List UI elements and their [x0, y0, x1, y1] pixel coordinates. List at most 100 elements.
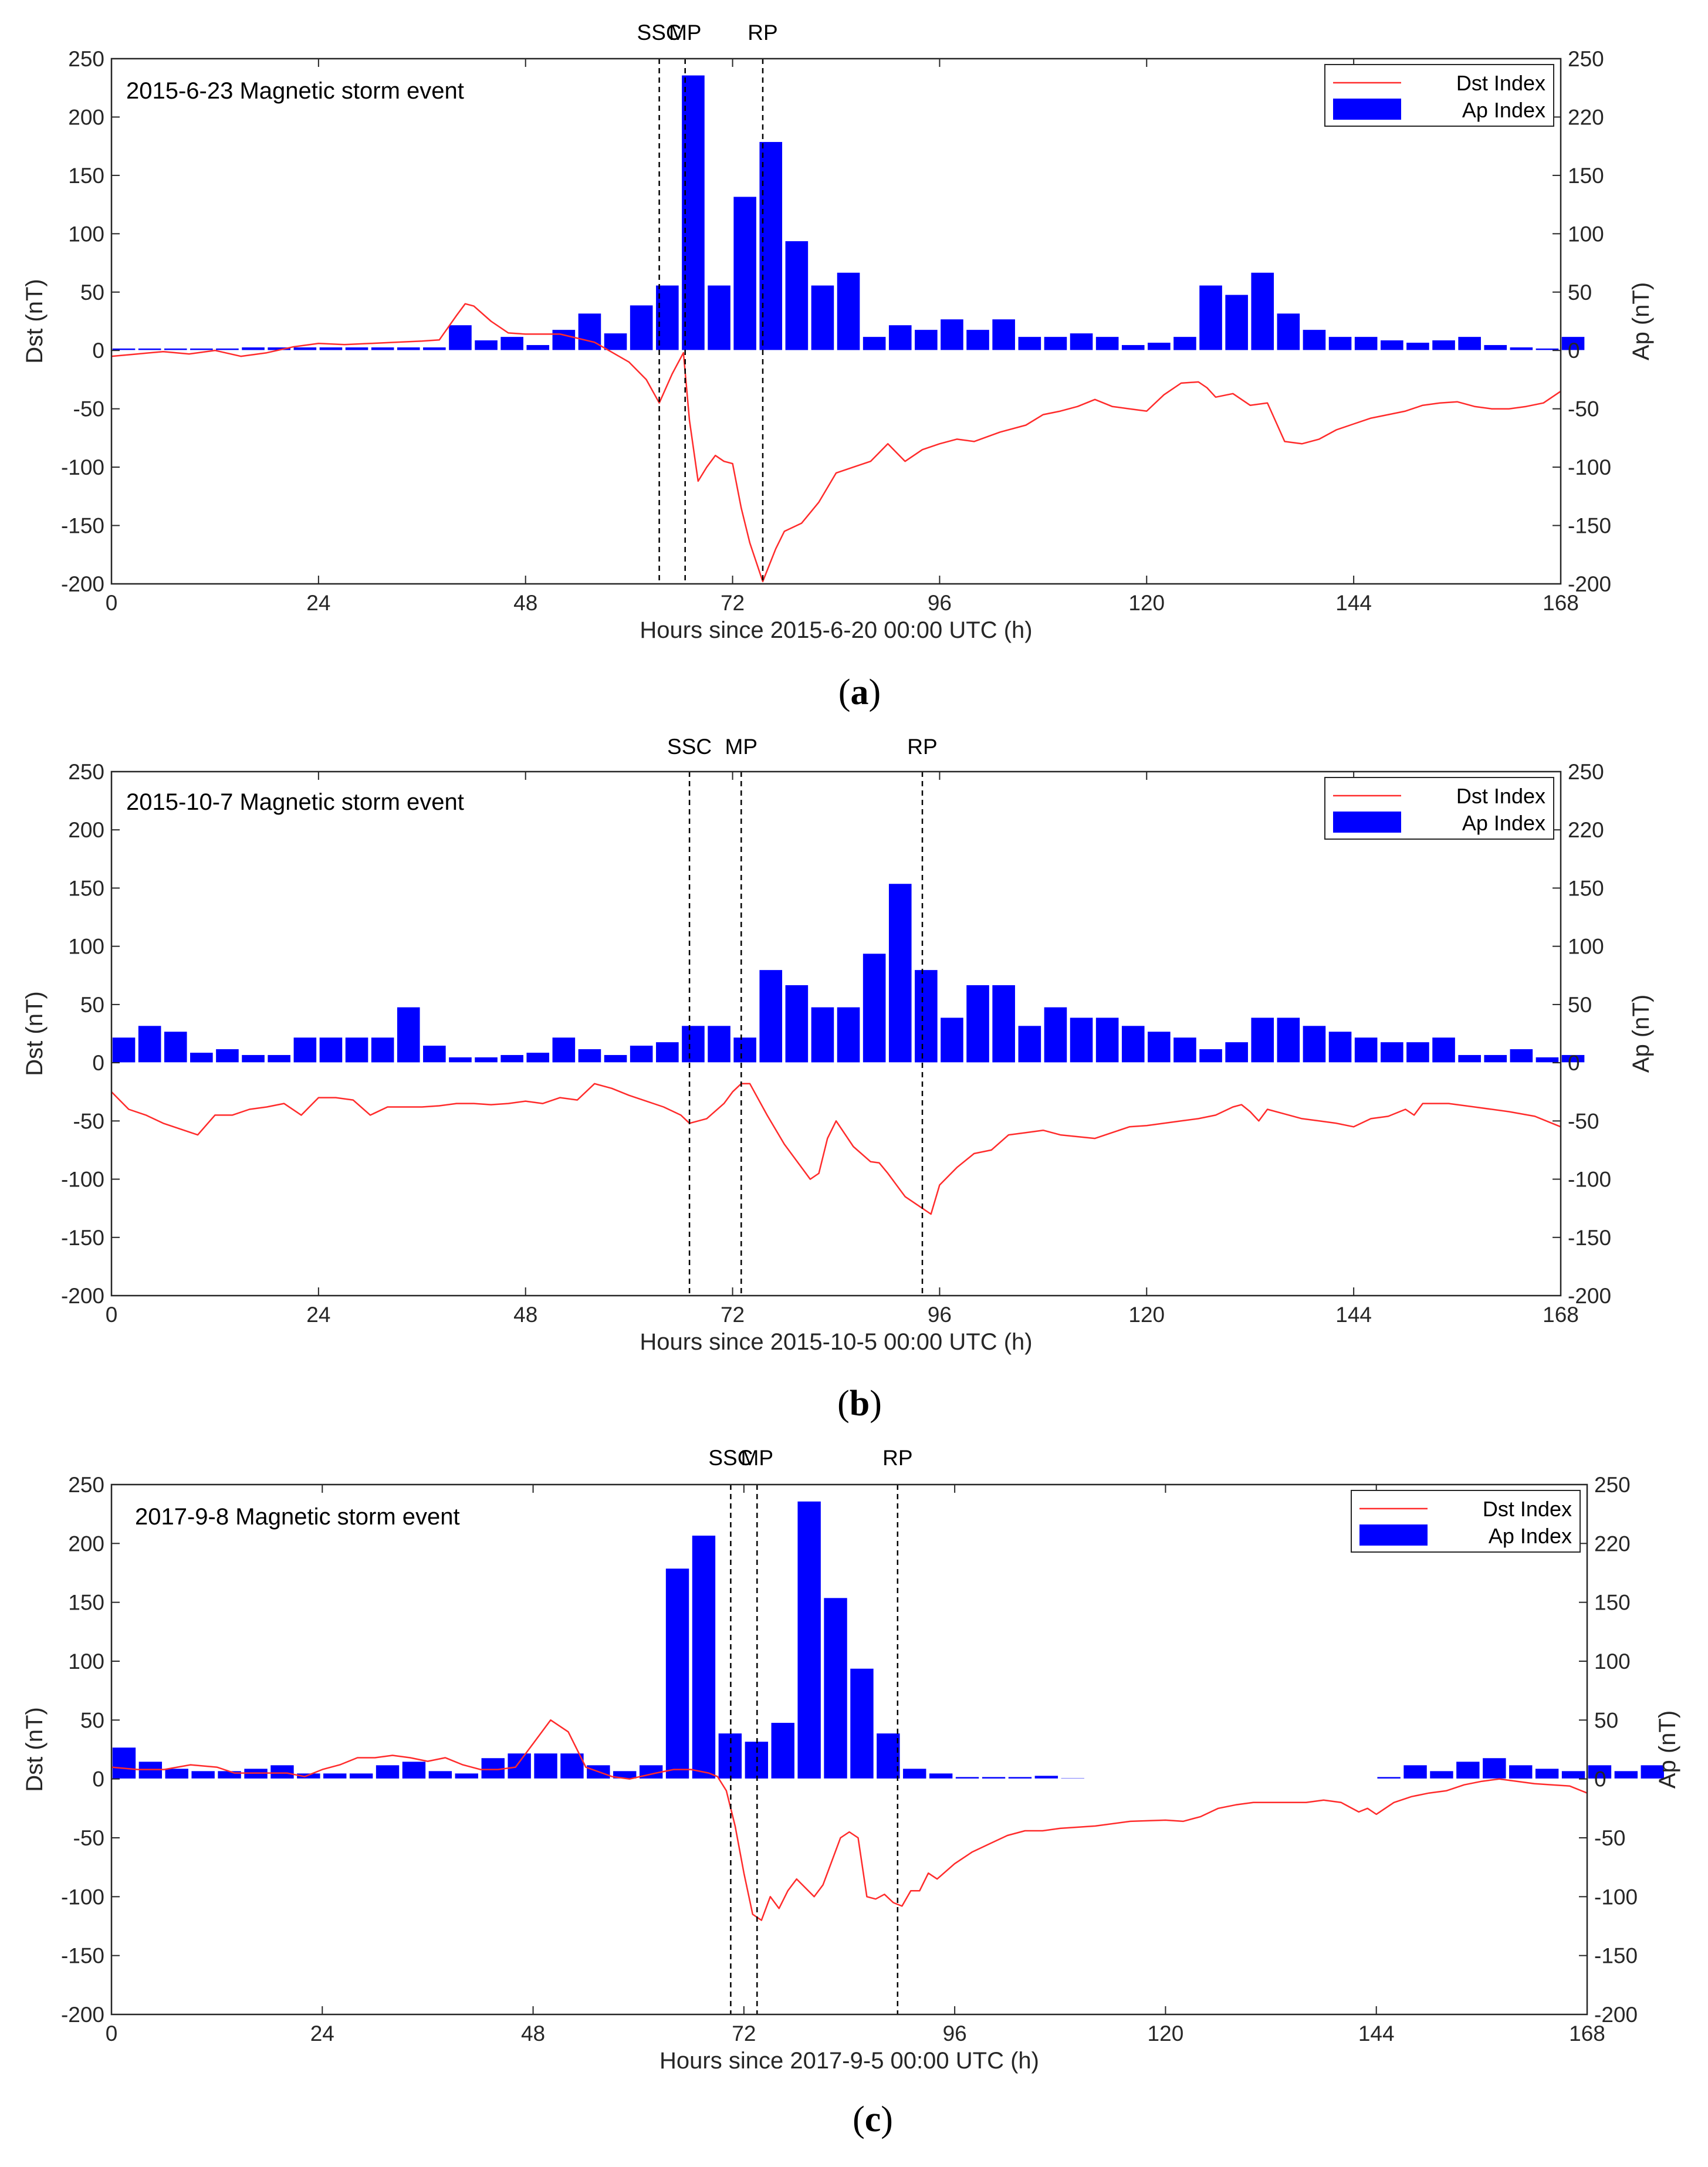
ap-bar	[1455, 1760, 1481, 1780]
y-right-tick-label: -50	[1594, 1826, 1625, 1850]
ap-bar	[401, 1760, 427, 1780]
ap-bar	[1354, 1036, 1378, 1063]
ap-bar	[629, 304, 654, 351]
ap-bar	[533, 1752, 559, 1780]
ap-bar	[732, 195, 757, 351]
legend-label-ap: Ap Index	[1489, 1524, 1572, 1548]
ap-bar	[370, 1036, 395, 1063]
ap-bar	[758, 969, 783, 1063]
ap-bar	[1379, 339, 1405, 351]
ap-bar	[1640, 1764, 1665, 1780]
ap-bar	[1483, 344, 1508, 351]
y-right-tick-label: -150	[1568, 514, 1611, 538]
legend-label-dst: Dst Index	[1483, 1497, 1572, 1521]
legend-bar-swatch	[1333, 812, 1401, 833]
y-right-tick-label: 250	[1568, 47, 1604, 71]
y-left-tick-label: -200	[61, 1284, 104, 1308]
ap-bar	[706, 1025, 732, 1063]
ap-bar	[189, 347, 214, 351]
ap-bar	[1224, 294, 1249, 351]
y-right-tick-label: -200	[1568, 572, 1611, 596]
y-left-tick-label: 50	[80, 1708, 104, 1732]
y-left-tick-label: -100	[61, 1885, 104, 1909]
marker-label-rp: RP	[748, 21, 777, 45]
ap-bar	[241, 1054, 266, 1063]
y-left-tick-label: -200	[61, 572, 104, 596]
y-left-tick-label: 200	[68, 105, 104, 129]
ap-bar	[448, 1056, 473, 1063]
y-right-tick-label: -200	[1568, 1284, 1611, 1308]
ap-bar	[939, 1016, 965, 1063]
y-left-tick-label: -50	[73, 397, 104, 421]
x-tick-label: 120	[1128, 591, 1165, 615]
legend-label-ap: Ap Index	[1462, 98, 1545, 122]
ap-bar	[137, 347, 162, 351]
ap-bar	[770, 1722, 796, 1780]
ap-bar	[955, 1776, 980, 1780]
ap-bar	[1302, 1025, 1327, 1063]
ap-bar	[344, 1036, 369, 1063]
ap-bar	[1457, 1054, 1482, 1063]
ap-bar	[784, 984, 809, 1063]
y-right-tick-label: 50	[1568, 993, 1592, 1017]
ap-bar	[1402, 1764, 1428, 1780]
ap-bar	[888, 324, 913, 351]
y-right-tick-label: -150	[1568, 1226, 1611, 1250]
ap-bar	[914, 329, 939, 351]
ap-bar	[665, 1567, 690, 1780]
ap-bar	[473, 339, 499, 351]
panel-caption-letter: b	[850, 1384, 870, 1424]
ap-bar	[506, 1752, 532, 1780]
y-right-tick-label: 150	[1568, 876, 1604, 900]
ap-bar	[349, 1772, 374, 1780]
marker-label-rp: RP	[882, 1446, 912, 1470]
ap-bar	[1431, 339, 1456, 351]
ap-bar	[189, 1052, 214, 1063]
x-tick-label: 168	[1569, 2021, 1605, 2046]
ap-bar	[796, 1500, 822, 1780]
legend-bar-swatch	[1333, 99, 1401, 120]
x-tick-label: 0	[106, 2021, 118, 2046]
y-left-tick-label: 100	[68, 1649, 104, 1674]
ap-bar	[1405, 1041, 1430, 1063]
ap-bar	[810, 285, 835, 351]
ap-bar	[965, 984, 990, 1063]
ap-bar	[422, 346, 447, 351]
ap-bar	[111, 1036, 136, 1063]
y-left-tick-label: -150	[61, 1226, 104, 1250]
ap-bar	[823, 1597, 848, 1780]
ap-bar	[454, 1772, 479, 1780]
x-tick-label: 24	[310, 2021, 334, 2046]
ap-bar	[163, 1030, 188, 1063]
ap-bar	[1224, 1041, 1249, 1063]
x-tick-label: 72	[732, 2021, 756, 2046]
ap-bar	[681, 1025, 706, 1063]
ap-bar	[1250, 272, 1275, 351]
y-left-tick-label: 50	[80, 280, 104, 305]
plot-frame	[110, 770, 1562, 1297]
ap-bar	[691, 1534, 716, 1780]
x-tick-label: 168	[1543, 591, 1579, 615]
y-right-tick-label: 0	[1568, 1051, 1580, 1075]
ap-bar	[1017, 336, 1042, 351]
y-axis-label-left: Dst (nT)	[22, 991, 48, 1076]
ap-bar	[991, 984, 1016, 1063]
ap-bar	[375, 1764, 400, 1780]
ap-bar	[603, 1054, 628, 1063]
ap-bar	[1043, 336, 1068, 351]
y-right-tick-label: 100	[1594, 1649, 1631, 1674]
y-left-tick-label: 250	[68, 47, 104, 71]
ap-bar	[1146, 1030, 1172, 1063]
y-right-tick-label: 0	[1594, 1767, 1606, 1791]
y-right-tick-label: 250	[1568, 760, 1604, 784]
ap-bar	[296, 1772, 322, 1780]
ap-bar	[1534, 1767, 1560, 1780]
marker-label-ssc: SSC	[708, 1446, 753, 1470]
y-left-tick-label: -150	[61, 514, 104, 538]
ap-bar	[1429, 1770, 1455, 1780]
ap-bar	[552, 329, 576, 351]
y-left-tick-label: 200	[68, 1532, 104, 1556]
y-axis-label-left: Dst (nT)	[22, 1707, 48, 1791]
y-right-tick-label: -100	[1568, 1168, 1611, 1192]
